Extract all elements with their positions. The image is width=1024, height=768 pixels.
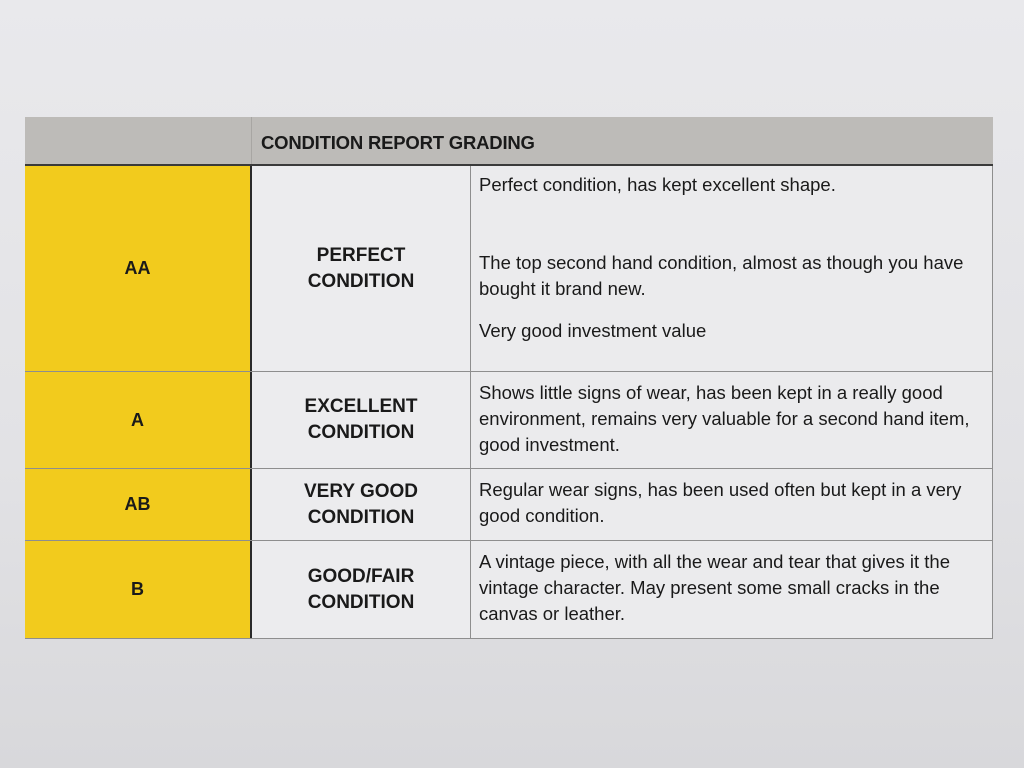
- description-text: A vintage piece, with all the wear and t…: [479, 551, 951, 624]
- grade-cell: AB: [25, 469, 252, 540]
- table-row: A EXCELLENT CONDITION Shows little signs …: [25, 372, 993, 469]
- condition-cell: VERY GOOD CONDITION: [252, 469, 471, 540]
- description-cell: Regular wear signs, has been used often …: [471, 469, 993, 540]
- description-text: Regular wear signs, has been used often …: [479, 479, 962, 526]
- condition-line: PERFECT: [316, 244, 406, 266]
- condition-line: CONDITION: [307, 591, 415, 613]
- grade-cell: A: [25, 372, 252, 468]
- table-row: AB VERY GOOD CONDITION Regular wear signs…: [25, 469, 993, 541]
- condition-line: CONDITION: [307, 270, 415, 292]
- condition-line: CONDITION: [307, 506, 415, 528]
- table-row: B GOOD/FAIR CONDITION A vintage piece, wi…: [25, 541, 993, 639]
- grade-cell: B: [25, 541, 252, 638]
- table-row: AA PERFECT CONDITION Perfect condition, h…: [25, 166, 993, 372]
- condition-line: EXCELLENT: [304, 396, 418, 417]
- condition-grading-table: CONDITION REPORT GRADING AA PERFECT CONDI…: [25, 117, 993, 640]
- description-cell: Shows little signs of wear, has been kep…: [471, 372, 993, 468]
- description-cell: Perfect condition, has kept excellent sh…: [471, 166, 993, 371]
- grade-cell: AA: [25, 166, 252, 371]
- condition-line: CONDITION: [307, 422, 415, 443]
- table-title: CONDITION REPORT GRADING: [261, 132, 535, 153]
- condition-cell: GOOD/FAIR CONDITION: [252, 541, 471, 638]
- description-text: Shows little signs of wear, has been kep…: [479, 382, 970, 455]
- header-divider: [251, 117, 252, 164]
- condition-cell: EXCELLENT CONDITION: [252, 372, 471, 468]
- description-cell: A vintage piece, with all the wear and t…: [471, 541, 993, 638]
- description-text: Very good investment value: [479, 320, 707, 341]
- table-header: CONDITION REPORT GRADING: [25, 117, 993, 166]
- description-text: Perfect condition, has kept excellent sh…: [479, 174, 836, 195]
- condition-line: VERY GOOD: [303, 480, 419, 502]
- condition-line: GOOD/FAIR: [307, 565, 415, 587]
- description-text: The top second hand condition, almost as…: [479, 252, 964, 299]
- condition-cell: PERFECT CONDITION: [252, 166, 471, 371]
